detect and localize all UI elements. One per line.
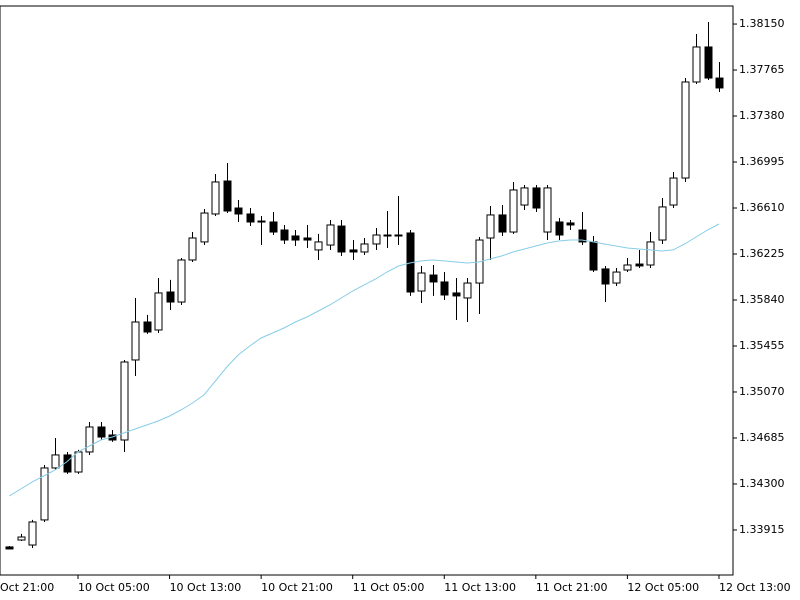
candle-body [257, 220, 266, 223]
candle-body [635, 263, 644, 267]
x-tick-label: 11 Oct 13:00 [444, 581, 516, 594]
candle-body [269, 221, 278, 233]
x-tick-label: Oct 21:00 [0, 581, 54, 594]
candle-body [601, 268, 610, 285]
candle-body [40, 467, 49, 521]
candle-body [383, 234, 392, 237]
candle-body [17, 536, 26, 541]
x-tick-label: 12 Oct 13:00 [719, 581, 791, 594]
x-tick-label: 11 Oct 05:00 [353, 581, 425, 594]
candle-body [143, 321, 152, 333]
y-tick-label: 1.33915 [739, 523, 785, 536]
candle-body [509, 189, 518, 233]
moving-average-line [9, 223, 720, 497]
candle-body [177, 259, 186, 303]
y-tick-label: 1.36225 [739, 247, 785, 260]
candle-body [97, 426, 106, 438]
y-tick-label: 1.36995 [739, 155, 785, 168]
y-tick-label: 1.34300 [739, 477, 785, 490]
candle-body [28, 521, 37, 546]
candle-body [74, 451, 83, 473]
candle-body [623, 264, 632, 271]
candle-body [5, 546, 14, 550]
candle-body [120, 361, 129, 441]
candle-body [394, 234, 403, 237]
candle-body [303, 237, 312, 241]
candle-body [223, 180, 232, 212]
candle-body [131, 321, 140, 361]
y-tick-label: 1.35070 [739, 385, 785, 398]
x-tick-label: 10 Oct 05:00 [78, 581, 150, 594]
candle-body [200, 212, 209, 243]
candle-body [555, 221, 564, 236]
candle-body [658, 206, 667, 241]
candle-body [463, 282, 472, 299]
candle-body [246, 213, 255, 223]
candle-body [498, 214, 507, 233]
y-tick-label: 1.36610 [739, 201, 785, 214]
candle-body [417, 272, 426, 292]
candle-body [440, 281, 449, 296]
candle-body [211, 181, 220, 215]
candle-body [429, 274, 438, 283]
candle-body [51, 454, 60, 469]
candle-body [360, 243, 369, 253]
candle-body [566, 222, 575, 226]
plot-area [5, 22, 724, 550]
candle-body [589, 241, 598, 271]
x-tick-label: 10 Oct 21:00 [261, 581, 333, 594]
candle-body [669, 177, 678, 206]
candle-body [234, 207, 243, 215]
candle-body [578, 229, 587, 243]
plot-frame [0, 5, 734, 576]
candle-body [715, 77, 724, 89]
candle-body [646, 241, 655, 266]
candle-body [154, 292, 163, 331]
candle-body [337, 225, 346, 253]
x-tick-label: 12 Oct 05:00 [627, 581, 699, 594]
x-tick-label: 10 Oct 13:00 [170, 581, 242, 594]
candle-body [372, 234, 381, 245]
x-tick-label: 11 Oct 21:00 [536, 581, 608, 594]
y-tick-label: 1.35840 [739, 293, 785, 306]
y-tick-label: 1.37380 [739, 109, 785, 122]
candle-body [188, 237, 197, 261]
candle-body [486, 214, 495, 239]
candle-body [349, 249, 358, 253]
candle-body [681, 81, 690, 179]
y-tick-label: 1.37765 [739, 63, 785, 76]
candle-body [692, 46, 701, 83]
y-tick-label: 1.38150 [739, 17, 785, 30]
candle-body [291, 235, 300, 241]
candle-body [326, 224, 335, 246]
candle-body [704, 46, 713, 79]
candle-body [532, 187, 541, 209]
candle-body [85, 426, 94, 453]
candle-body [520, 187, 529, 206]
candle-body [314, 241, 323, 251]
y-tick-label: 1.34685 [739, 431, 785, 444]
candle-body [543, 187, 552, 233]
candle-body [166, 291, 175, 303]
candle-body [452, 292, 461, 297]
candle-body [280, 229, 289, 241]
candle-body [612, 271, 621, 284]
y-tick-label: 1.35455 [739, 339, 785, 352]
